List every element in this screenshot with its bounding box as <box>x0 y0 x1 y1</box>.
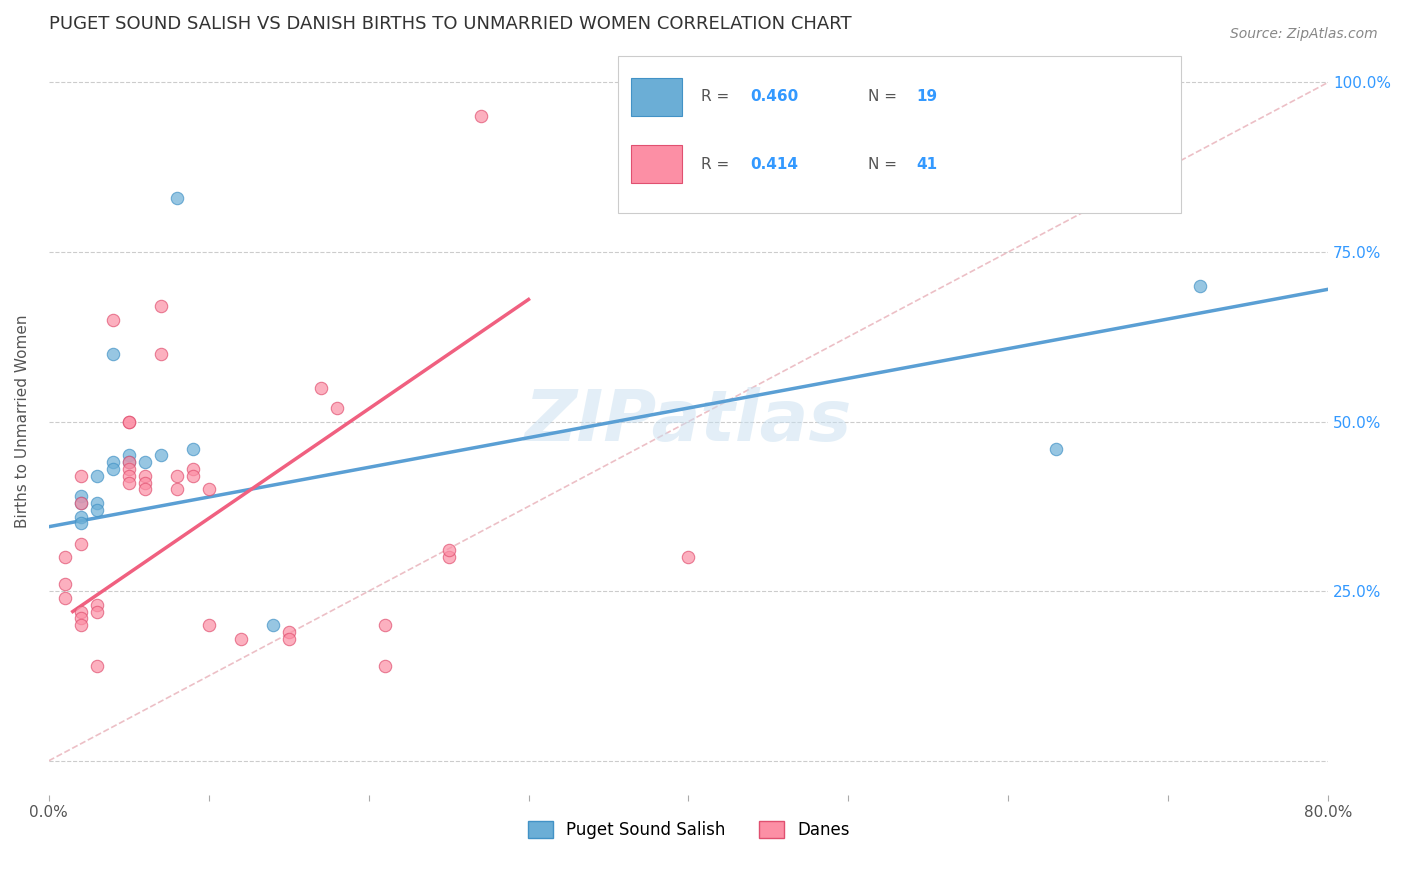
Point <box>1045 442 1067 456</box>
Point <box>53 577 76 591</box>
Point <box>69 489 91 503</box>
Point <box>69 605 91 619</box>
Point <box>118 462 141 476</box>
Point <box>181 468 204 483</box>
Point <box>69 509 91 524</box>
Point <box>149 347 172 361</box>
Point <box>166 468 188 483</box>
Point <box>1189 279 1212 293</box>
Text: PUGET SOUND SALISH VS DANISH BIRTHS TO UNMARRIED WOMEN CORRELATION CHART: PUGET SOUND SALISH VS DANISH BIRTHS TO U… <box>49 15 852 33</box>
Point <box>118 449 141 463</box>
Point <box>86 605 108 619</box>
Point <box>470 109 492 123</box>
Point <box>118 415 141 429</box>
Point <box>374 618 396 632</box>
Point <box>181 442 204 456</box>
Point <box>69 516 91 531</box>
Point <box>277 624 299 639</box>
FancyBboxPatch shape <box>631 78 682 116</box>
Point <box>134 475 156 490</box>
Point <box>325 401 347 415</box>
Text: 41: 41 <box>917 157 938 171</box>
Point <box>166 191 188 205</box>
Point <box>118 455 141 469</box>
Point <box>166 483 188 497</box>
FancyBboxPatch shape <box>631 145 682 183</box>
Point <box>197 618 219 632</box>
Y-axis label: Births to Unmarried Women: Births to Unmarried Women <box>15 315 30 528</box>
Point <box>277 632 299 646</box>
Text: ZIPatlas: ZIPatlas <box>524 387 852 456</box>
Text: 19: 19 <box>917 89 938 104</box>
Point <box>262 618 284 632</box>
Point <box>69 611 91 625</box>
Point <box>53 550 76 565</box>
Text: 0.460: 0.460 <box>749 89 799 104</box>
Point <box>86 468 108 483</box>
Point <box>101 455 124 469</box>
Point <box>134 468 156 483</box>
Point <box>86 598 108 612</box>
Point <box>69 496 91 510</box>
Point <box>69 618 91 632</box>
Point <box>309 381 332 395</box>
Text: Source: ZipAtlas.com: Source: ZipAtlas.com <box>1230 27 1378 41</box>
Point <box>437 550 460 565</box>
Point <box>69 496 91 510</box>
Point <box>101 462 124 476</box>
Point <box>101 313 124 327</box>
Point <box>118 475 141 490</box>
Point <box>86 496 108 510</box>
Point <box>437 543 460 558</box>
Point <box>181 462 204 476</box>
FancyBboxPatch shape <box>619 56 1181 212</box>
Text: R =: R = <box>702 89 734 104</box>
Point <box>69 468 91 483</box>
Point <box>149 299 172 313</box>
Point <box>149 449 172 463</box>
Text: 0.414: 0.414 <box>749 157 797 171</box>
Point <box>53 591 76 605</box>
Legend: Puget Sound Salish, Danes: Puget Sound Salish, Danes <box>520 814 856 847</box>
Point <box>86 502 108 516</box>
Point <box>118 415 141 429</box>
Point <box>118 468 141 483</box>
Text: N =: N = <box>868 89 901 104</box>
Point <box>229 632 252 646</box>
Point <box>69 537 91 551</box>
Point <box>374 658 396 673</box>
Text: N =: N = <box>868 157 901 171</box>
Point <box>134 483 156 497</box>
Point <box>197 483 219 497</box>
Point <box>678 550 700 565</box>
Point <box>118 455 141 469</box>
Point <box>101 347 124 361</box>
Point <box>134 455 156 469</box>
Point <box>86 658 108 673</box>
Text: R =: R = <box>702 157 734 171</box>
